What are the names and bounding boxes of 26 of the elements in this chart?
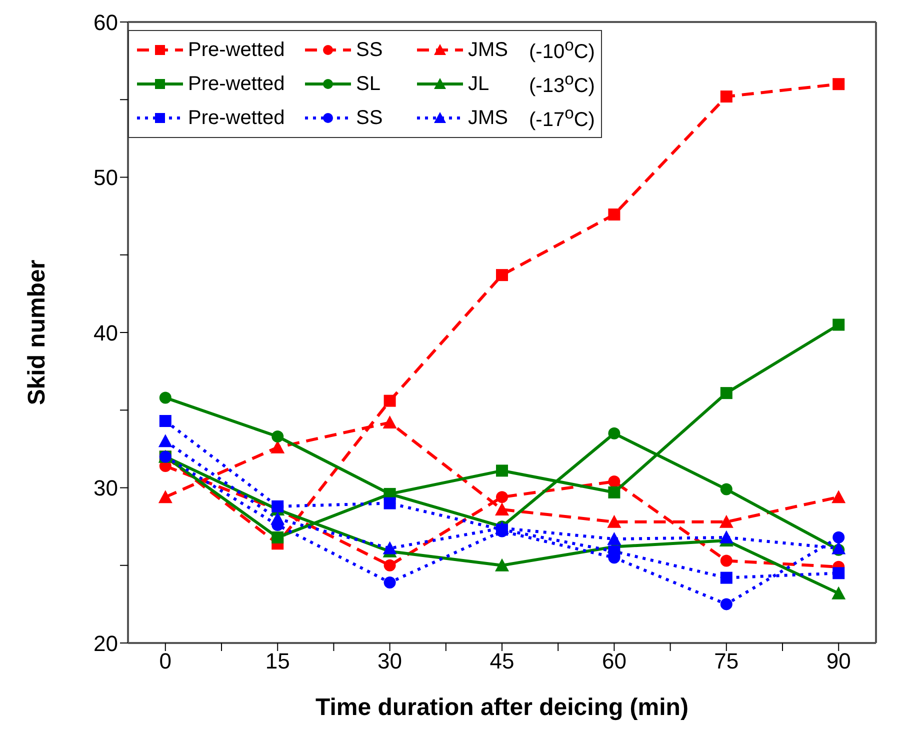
annotation: (-10$^{o}$C) — [529, 36, 595, 64]
y-tick-label: 20 — [94, 630, 118, 656]
x-tick-label: 0 — [159, 648, 172, 674]
x-tick-label: 30 — [378, 648, 402, 674]
legend-label: Pre-wetted — [188, 106, 285, 130]
y-axis-title: Skid number — [24, 260, 51, 406]
legend-label: Pre-wetted — [188, 72, 285, 96]
legend-label: SS — [356, 106, 383, 130]
y-tick-label: 40 — [94, 320, 118, 346]
annotation: (-17$^{o}$C) — [529, 104, 595, 132]
legend-label: JL — [468, 72, 490, 96]
x-axis-title: Time duration after deicing (min) — [316, 694, 688, 721]
x-tick-label: 75 — [714, 648, 739, 674]
y-tick-label: 30 — [94, 476, 118, 501]
y-tick-label: 50 — [94, 165, 118, 190]
annotation: (-13$^{o}$C) — [529, 70, 595, 98]
x-tick-label: 90 — [826, 648, 851, 674]
legend-label: SL — [356, 72, 380, 96]
legend-label: SS — [356, 38, 383, 62]
x-tick-label: 60 — [602, 648, 626, 674]
legend-label: JMS — [468, 106, 508, 130]
x-tick-label: 15 — [265, 648, 290, 674]
x-tick-label: 45 — [490, 648, 514, 674]
legend-label: Pre-wetted — [188, 38, 285, 62]
legend-label: JMS — [468, 38, 508, 62]
y-tick-label: 60 — [94, 10, 118, 35]
